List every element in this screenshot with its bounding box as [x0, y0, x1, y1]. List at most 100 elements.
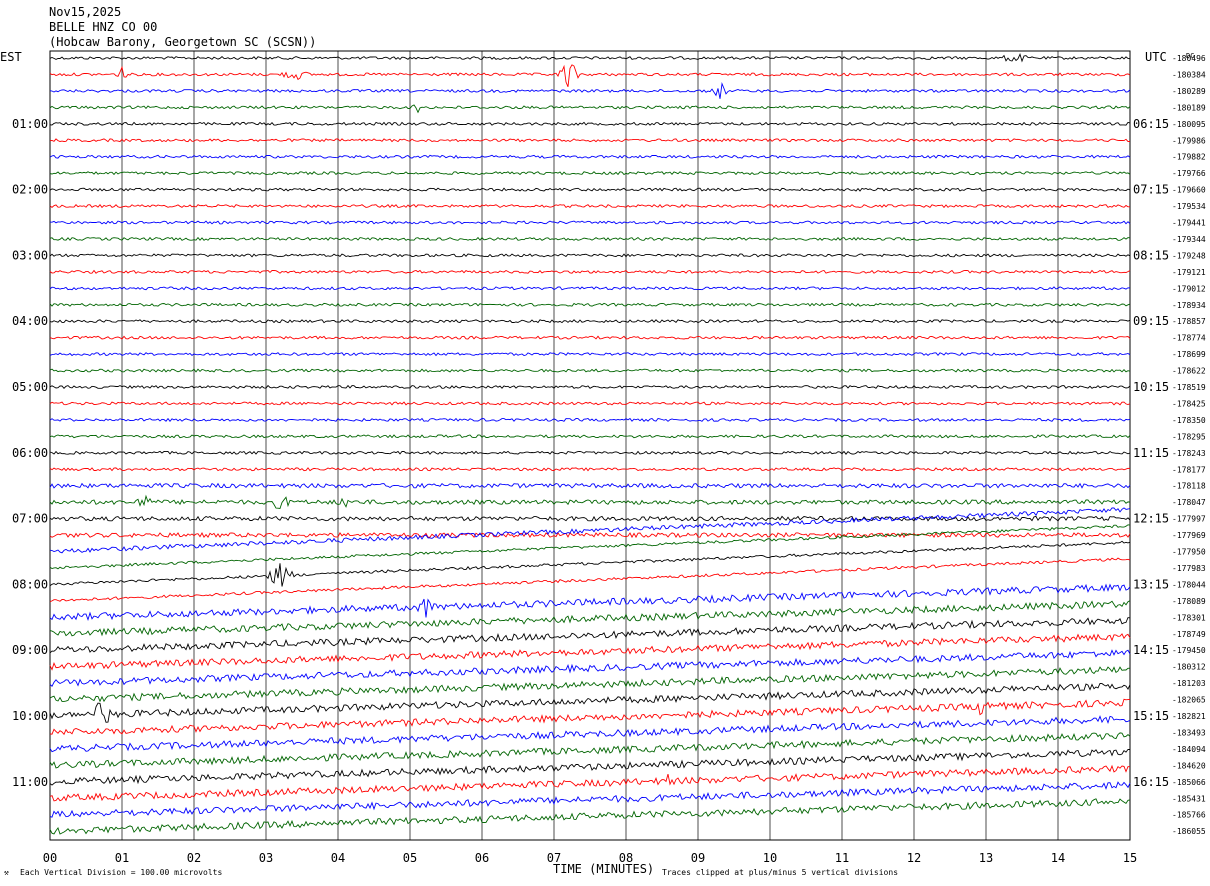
trace-line: [49, 53, 1131, 63]
trace-line: [49, 104, 1131, 114]
trace-dc-value: -179534: [1172, 202, 1206, 211]
x-tick-label: 12: [907, 851, 921, 865]
trace-dc-value: -183493: [1172, 728, 1206, 737]
trace-dc-value: -178295: [1172, 432, 1206, 441]
plot-date: Nov15,2025: [49, 5, 122, 19]
trace-dc-value: -178749: [1172, 630, 1206, 639]
seismic-traces: [49, 53, 1131, 835]
hour-label-est: 09:00: [12, 643, 48, 657]
station-id: BELLE HNZ CO 00: [49, 20, 158, 34]
trace-line: [49, 507, 1131, 554]
trace-line: [49, 557, 1131, 603]
trace-dc-value: -180496: [1172, 54, 1206, 63]
trace-line: [49, 417, 1131, 423]
x-tick-label: 04: [331, 851, 345, 865]
trace-line: [49, 482, 1131, 489]
station-location: (Hobcaw Barony, Georgetown SC (SCSN)): [49, 35, 317, 49]
trace-line: [49, 138, 1131, 143]
trace-line: [49, 600, 1131, 637]
trace-dc-value: -179986: [1172, 136, 1206, 145]
left-timezone-label: EST: [0, 50, 22, 64]
hour-label-utc: 09:15: [1133, 314, 1169, 328]
x-tick-label: 14: [1051, 851, 1065, 865]
trace-dc-value: -178350: [1172, 416, 1206, 425]
trace-line: [49, 781, 1131, 818]
x-tick-label: 13: [979, 851, 993, 865]
trace-line: [49, 352, 1131, 357]
trace-line: [49, 302, 1131, 307]
trace-line: [49, 515, 1131, 522]
trace-dc-value: -178118: [1172, 482, 1206, 491]
trace-dc-value: -179660: [1172, 186, 1206, 195]
trace-dc-value: -178622: [1172, 367, 1206, 376]
time-grid: [49, 50, 1131, 841]
trace-line: [49, 203, 1130, 209]
x-tick-label: 08: [619, 851, 633, 865]
trace-dc-value: -186055: [1172, 827, 1206, 836]
hour-label-est: 05:00: [12, 380, 48, 394]
trace-dc-value: -179012: [1172, 284, 1206, 293]
hour-label-utc: 16:15: [1133, 775, 1169, 789]
trace-line: [49, 220, 1131, 225]
trace-dc-value: -180189: [1172, 103, 1206, 112]
hour-label-est: 04:00: [12, 314, 48, 328]
hour-label-utc: 10:15: [1133, 380, 1169, 394]
x-tick-label: 09: [691, 851, 705, 865]
x-tick-label: 10: [763, 851, 777, 865]
trace-dc-value: -178177: [1172, 465, 1206, 474]
trace-dc-value: -185066: [1172, 778, 1206, 787]
trace-dc-value: -178089: [1172, 597, 1206, 606]
trace-line: [49, 64, 1131, 87]
axis-labels: 00 01 02 03 04 05 06 07 08 09 10 11 12 13 14 15 -180496 -…: [12, 54, 1206, 865]
trace-line: [49, 732, 1131, 769]
trace-line: [49, 450, 1131, 455]
trace-line: [49, 384, 1131, 390]
trace-dc-value: -179248: [1172, 251, 1206, 260]
x-tick-label: 01: [115, 851, 129, 865]
trace-dc-value: -178425: [1172, 399, 1206, 408]
trace-dc-value: -178934: [1172, 301, 1206, 310]
trace-dc-value: -178301: [1172, 613, 1206, 622]
trace-line: [49, 121, 1131, 126]
trace-line: [49, 649, 1131, 687]
hour-label-utc: 12:15: [1133, 512, 1169, 526]
trace-dc-value: -178044: [1172, 580, 1206, 589]
trace-line: [49, 269, 1131, 274]
trace-dc-value: -178047: [1172, 498, 1206, 507]
clip-note: Traces clipped at plus/minus 5 vertical …: [662, 868, 899, 877]
hour-label-utc: 13:15: [1133, 577, 1169, 591]
trace-dc-value: -181203: [1172, 679, 1206, 688]
hour-label-est: 03:00: [12, 248, 48, 262]
trace-dc-value: -177969: [1172, 531, 1206, 540]
plot-frame: [49, 50, 1131, 841]
trace-line: [49, 715, 1131, 753]
trace-dc-value: -179441: [1172, 219, 1206, 228]
x-tick-label: 06: [475, 851, 489, 865]
trace-line: [49, 434, 1131, 439]
trace-line: [49, 748, 1131, 786]
hour-label-est: 01:00: [12, 117, 48, 131]
trace-dc-value: -179121: [1172, 268, 1206, 277]
hour-label-utc: 11:15: [1133, 446, 1169, 460]
hour-label-est: 02:00: [12, 183, 48, 197]
trace-line: [49, 319, 1131, 324]
x-tick-label: 07: [547, 851, 561, 865]
hour-label-est: 08:00: [12, 577, 48, 591]
x-tick-label: 15: [1123, 851, 1137, 865]
trace-line: [49, 286, 1131, 291]
trace-line: [49, 698, 1131, 736]
trace-dc-value: -179882: [1172, 153, 1206, 162]
trace-dc-value: -177950: [1172, 548, 1206, 557]
trace-dc-value: -180312: [1172, 663, 1206, 672]
trace-line: [49, 583, 1131, 622]
hour-label-utc: 06:15: [1133, 117, 1169, 131]
trace-dc-value: -180095: [1172, 120, 1206, 129]
trace-dc-value: -178699: [1172, 350, 1206, 359]
trace-dc-value: -180289: [1172, 87, 1206, 96]
trace-line: [49, 666, 1131, 703]
hour-label-utc: 15:15: [1133, 709, 1169, 723]
hour-label-est: 07:00: [12, 512, 48, 526]
trace-line: [49, 467, 1131, 472]
right-timezone-label: UTC: [1145, 50, 1167, 64]
